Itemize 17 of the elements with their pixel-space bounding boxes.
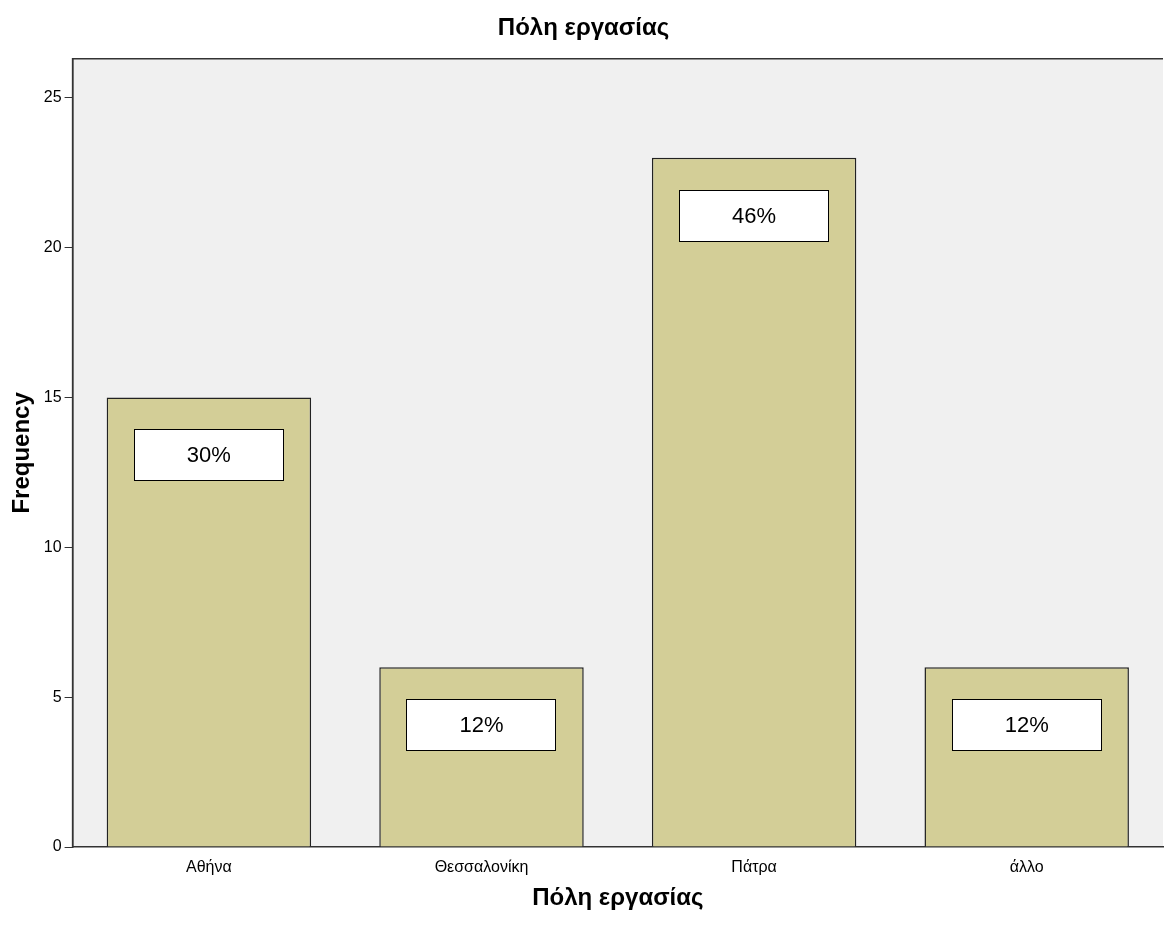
x-tick-label: Αθήνα bbox=[186, 858, 232, 876]
y-tick-label: 20 bbox=[43, 238, 62, 256]
x-tick-label: Θεσσαλονίκη bbox=[434, 858, 529, 876]
x-tick-label: άλλο bbox=[1009, 858, 1044, 876]
label-box: 46% bbox=[679, 189, 830, 242]
y-tick-label: 25 bbox=[43, 88, 62, 106]
label-box: 30% bbox=[133, 429, 284, 482]
label-box: 12% bbox=[406, 699, 557, 752]
x-axis-title: Πόλη εργασίας bbox=[532, 883, 704, 911]
y-tick-label: 15 bbox=[43, 387, 62, 405]
y-tick-label: 0 bbox=[52, 837, 62, 855]
chart-title: Πόλη εργασίας bbox=[497, 13, 670, 41]
y-axis-title: Frequency bbox=[7, 391, 35, 514]
y-tick-label: 10 bbox=[43, 537, 62, 555]
label-box: 12% bbox=[951, 699, 1102, 752]
x-tick-label: Πάτρα bbox=[731, 858, 777, 876]
y-tick-label: 5 bbox=[52, 687, 62, 705]
